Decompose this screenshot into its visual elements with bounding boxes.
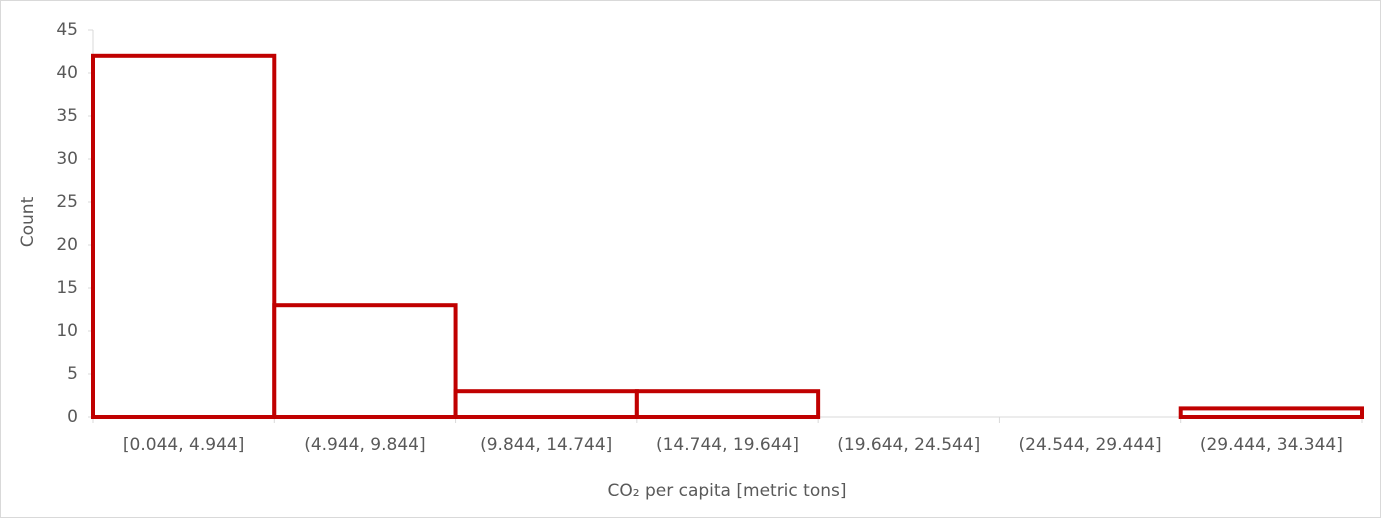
bar — [453, 389, 639, 420]
y-tick-label: 25 — [56, 192, 78, 212]
x-tick-label: [0.044, 4.944] — [123, 435, 244, 455]
y-tick-label: 45 — [56, 20, 78, 40]
x-tick-label: (19.644, 24.544] — [837, 435, 980, 455]
y-tick-label: 20 — [56, 235, 78, 255]
x-axis-label: CO₂ per capita [metric tons] — [608, 481, 847, 501]
x-tick-label: (29.444, 34.344] — [1200, 435, 1343, 455]
y-tick-label: 35 — [56, 106, 78, 126]
bar — [91, 53, 277, 420]
y-tick-label: 40 — [56, 63, 78, 83]
y-tick-label: 30 — [56, 149, 78, 169]
y-tick-label: 15 — [56, 278, 78, 298]
y-axis-label: Count — [18, 196, 38, 247]
y-tick-label: 5 — [67, 364, 78, 384]
x-tick-label: (24.544, 29.444] — [1019, 435, 1162, 455]
y-tick-label: 0 — [67, 407, 78, 427]
bar — [634, 389, 821, 420]
bar — [272, 303, 458, 420]
bar — [1178, 406, 1364, 419]
x-tick-label: (14.744, 19.644] — [656, 435, 799, 455]
x-tick-label: (4.944, 9.844] — [304, 435, 425, 455]
x-tick-label: (9.844, 14.744] — [480, 435, 612, 455]
y-tick-label: 10 — [56, 321, 78, 341]
